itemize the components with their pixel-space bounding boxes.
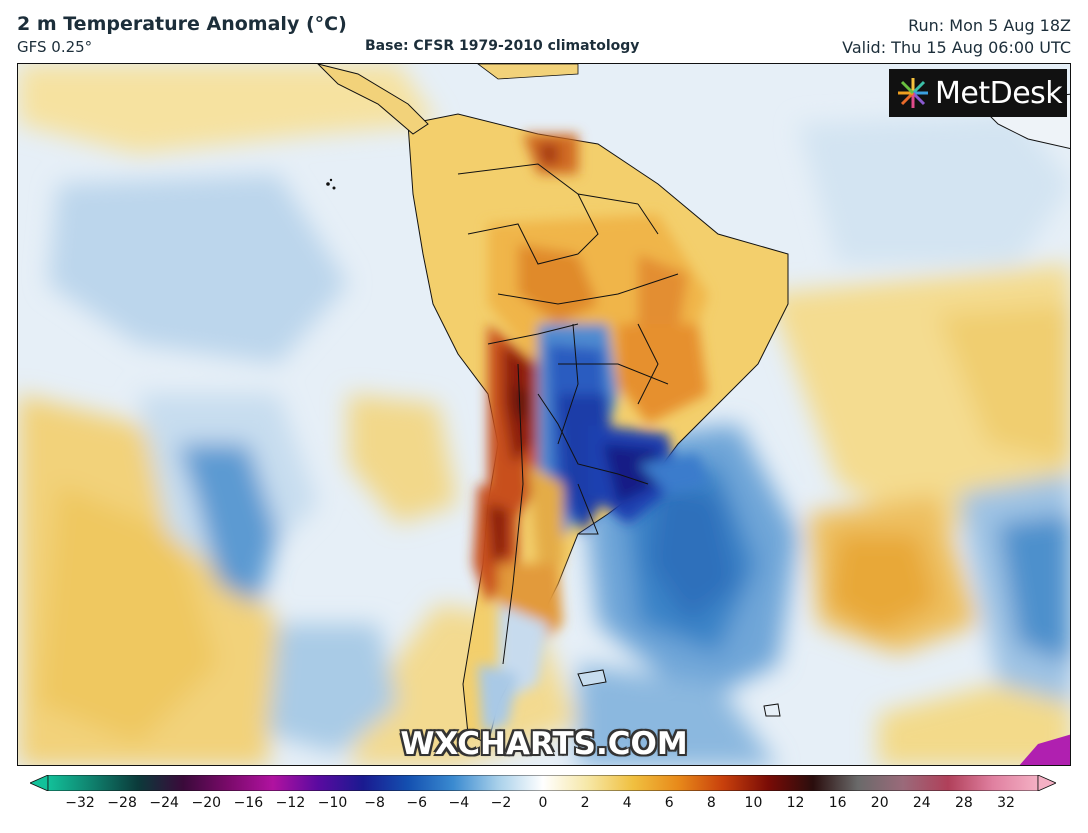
chart-title: 2 m Temperature Anomaly (°C) [17, 13, 347, 35]
caribbean-islands [477, 64, 579, 80]
legend-ticks: −32 −28 −24 −20 −16 −12 −10 −8 −6 −4 −2 0 2 4 6 8 10 12 16… [0, 795, 1088, 815]
legend-tick-label: 4 [622, 795, 632, 811]
wxcharts-watermark: WXCHARTS.COM [400, 726, 688, 762]
metdesk-logo-icon [898, 78, 928, 108]
legend-min-arrow [30, 775, 49, 791]
legend-colorbar [30, 775, 1056, 791]
legend-tick-label: 8 [706, 795, 716, 811]
legend-tick-label: −2 [490, 795, 512, 811]
legend-tick-label: 28 [954, 795, 973, 811]
legend-tick-label: −12 [275, 795, 306, 811]
climatology-base-label: Base: CFSR 1979-2010 climatology [365, 38, 640, 54]
metdesk-logo[interactable]: MetDesk [889, 69, 1067, 117]
central-america [317, 64, 429, 135]
legend-tick-label: 24 [912, 795, 931, 811]
legend-tick-label: 32 [997, 795, 1015, 811]
legend-tick-label: −16 [233, 795, 264, 811]
legend-tick-label: −24 [149, 795, 179, 811]
valid-time-label: Valid: Thu 15 Aug 06:00 UTC [842, 38, 1071, 57]
legend-tick-label: −8 [364, 795, 385, 811]
legend-tick-label: −10 [317, 795, 348, 811]
metdesk-logo-text: MetDesk [935, 75, 1063, 111]
legend-max-arrow [1037, 775, 1056, 791]
legend-tick-label: 0 [538, 795, 548, 811]
legend-gradient [47, 775, 1039, 791]
legend-tick-label: 12 [786, 795, 805, 811]
south-georgia [763, 703, 781, 717]
legend-tick-label: 16 [828, 795, 847, 811]
legend-tick-label: −32 [65, 795, 95, 811]
model-label: GFS 0.25° [17, 38, 93, 56]
legend-tick-label: −28 [107, 795, 137, 811]
anomaly-map[interactable] [17, 63, 1071, 766]
falkland-islands [577, 669, 607, 687]
legend-tick-label: 6 [664, 795, 674, 811]
run-time-label: Run: Mon 5 Aug 18Z [908, 16, 1071, 35]
legend-tick-label: −6 [406, 795, 428, 811]
ocean-anomaly-field [18, 64, 1070, 765]
galapagos-islands [326, 178, 336, 190]
land-anomaly-field [473, 134, 708, 734]
legend-tick-label: 2 [580, 795, 590, 811]
legend-tick-label: 20 [870, 795, 889, 811]
legend-tick-label: −20 [191, 795, 222, 811]
map-canvas [18, 64, 1070, 765]
antarctic-peninsula [1019, 734, 1070, 765]
legend-tick-label: −4 [448, 795, 470, 811]
legend-tick-label: 10 [744, 795, 763, 811]
country-borders [457, 163, 679, 665]
